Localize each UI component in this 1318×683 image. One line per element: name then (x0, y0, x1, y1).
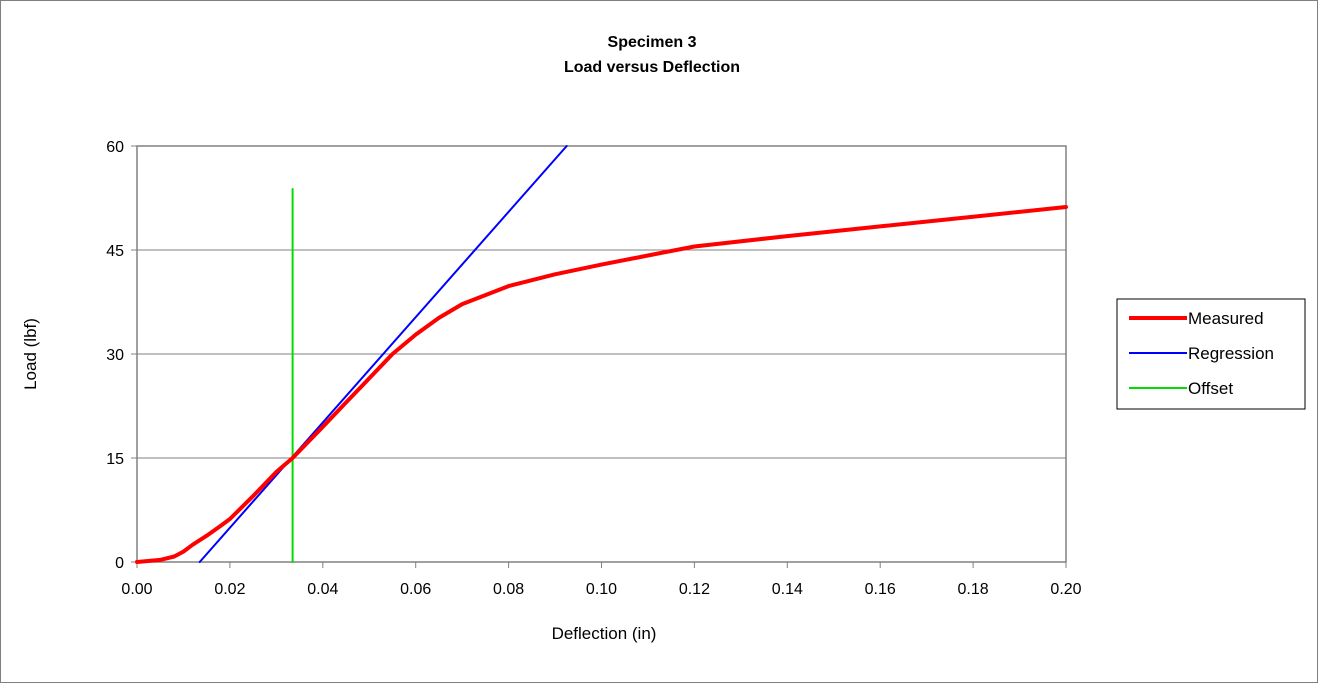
x-tick-label: 0.06 (400, 581, 431, 598)
x-tick-label: 0.14 (772, 581, 803, 598)
chart-title-line-2: Load versus Deflection (564, 59, 740, 76)
x-tick-label: 0.12 (679, 581, 710, 598)
chart-title-line-1: Specimen 3 (608, 34, 697, 51)
y-tick-labels: 0 15 30 45 60 (106, 139, 124, 572)
x-tick-label: 0.20 (1050, 581, 1081, 598)
y-axis-label: Load (lbf) (21, 318, 40, 390)
x-tick-label: 0.04 (307, 581, 338, 598)
x-tick-label: 0.08 (493, 581, 524, 598)
legend-label-regression: Regression (1188, 344, 1274, 363)
axis-ticks (131, 145, 1067, 568)
legend-items: Measured Regression Offset (1129, 309, 1274, 398)
y-tick-label: 45 (106, 243, 124, 260)
series-measured-line (135, 205, 1068, 564)
y-tick-label: 60 (106, 139, 124, 156)
x-tick-label: 0.16 (865, 581, 896, 598)
x-tick-label: 0.00 (121, 581, 152, 598)
y-tick-label: 0 (115, 555, 124, 572)
y-tick-label: 15 (106, 451, 124, 468)
legend-label-measured: Measured (1188, 309, 1264, 328)
legend: Measured Regression Offset (1116, 298, 1306, 410)
series-regression-line (198, 145, 568, 563)
y-tick-label: 30 (106, 347, 124, 364)
x-axis-label: Deflection (in) (552, 624, 657, 643)
x-tick-labels: 0.00 0.02 0.04 0.06 0.08 0.10 0.12 0.14 0.16 0.18… (121, 581, 1081, 598)
gridlines (137, 249, 1066, 459)
legend-label-offset: Offset (1188, 379, 1233, 398)
x-tick-label: 0.10 (586, 581, 617, 598)
x-tick-label: 0.02 (214, 581, 245, 598)
x-tick-label: 0.18 (958, 581, 989, 598)
series-layer (135, 145, 1068, 564)
